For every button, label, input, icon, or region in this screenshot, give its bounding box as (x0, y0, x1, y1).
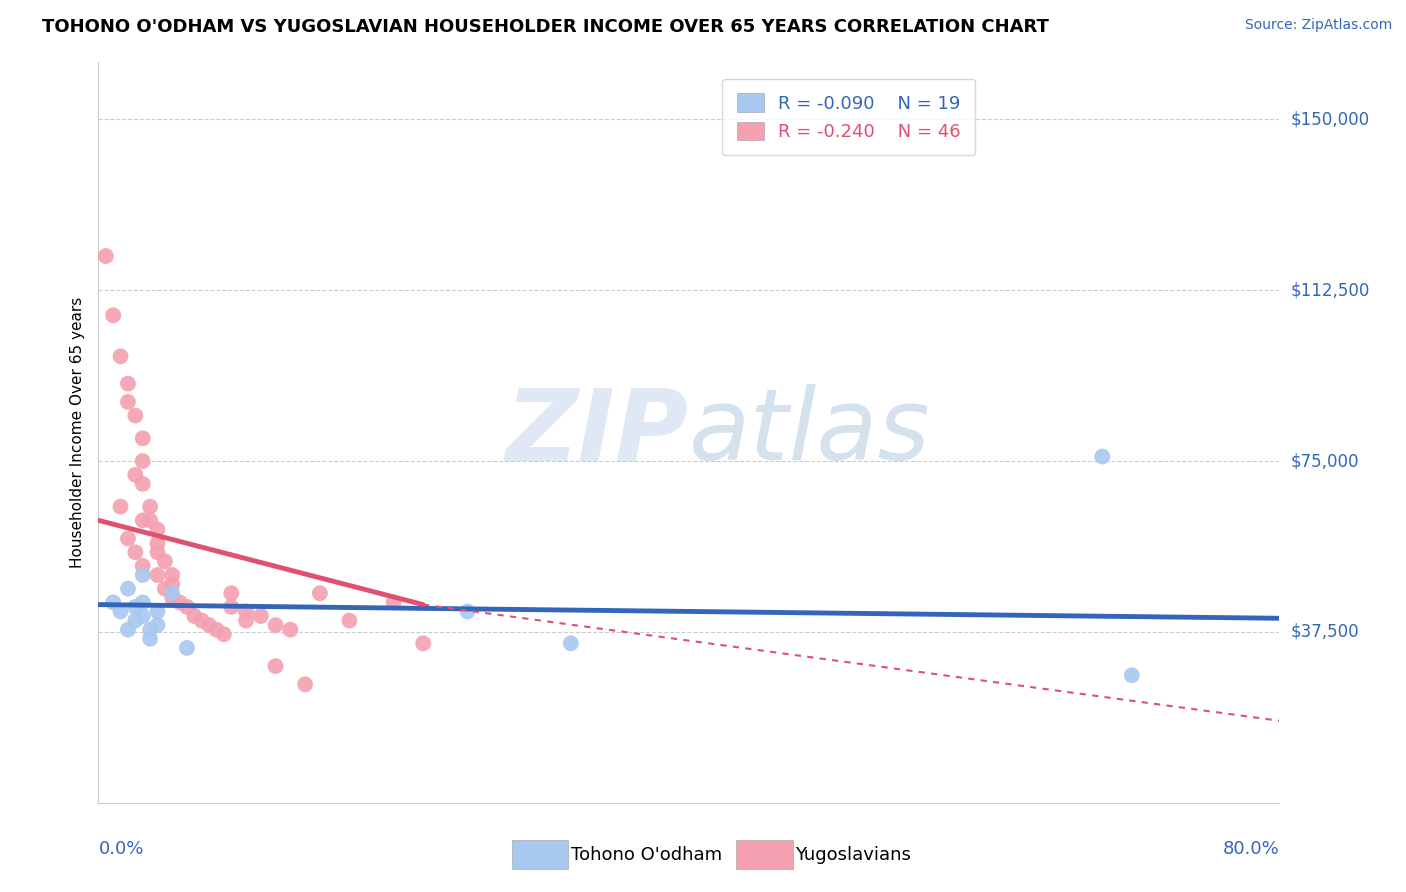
Point (264, 659, 287, 673)
Point (169, 595, 191, 609)
Point (132, 476, 155, 491)
Legend: R = -0.090    N = 19, R = -0.240    N = 46: R = -0.090 N = 19, R = -0.240 N = 46 (723, 78, 976, 155)
Point (117, 395, 139, 409)
Point (139, 632, 162, 646)
Point (146, 545, 169, 559)
Point (110, 500, 132, 514)
Point (132, 595, 155, 609)
Point (176, 640, 198, 655)
Point (146, 604, 169, 618)
Point (146, 536, 169, 550)
Point (198, 618, 221, 632)
Point (162, 568, 183, 582)
Point (146, 523, 169, 537)
Point (124, 409, 146, 423)
Point (221, 586, 243, 600)
Point (117, 623, 139, 637)
Text: Tohono O'odham: Tohono O'odham (571, 846, 721, 863)
Point (124, 599, 146, 614)
Point (146, 568, 169, 582)
Text: Source: ZipAtlas.com: Source: ZipAtlas.com (1244, 18, 1392, 32)
Text: Yugoslavians: Yugoslavians (796, 846, 911, 863)
Point (191, 614, 214, 628)
Point (132, 431, 155, 445)
Text: 0.0%: 0.0% (98, 840, 143, 858)
Point (162, 591, 183, 605)
Point (117, 582, 139, 596)
Text: $150,000: $150,000 (1291, 111, 1369, 128)
FancyBboxPatch shape (737, 840, 793, 870)
Point (382, 595, 405, 609)
Point (110, 349, 132, 363)
Text: $37,500: $37,500 (1291, 623, 1360, 641)
Point (117, 376, 139, 391)
Text: atlas: atlas (689, 384, 931, 481)
FancyBboxPatch shape (512, 840, 568, 870)
Point (176, 599, 198, 614)
Point (339, 614, 361, 628)
Point (250, 609, 273, 624)
Point (139, 513, 162, 527)
Point (212, 627, 235, 641)
Text: 80.0%: 80.0% (1223, 840, 1279, 858)
Point (280, 623, 302, 637)
Point (412, 636, 434, 650)
Point (124, 545, 146, 559)
Point (183, 609, 205, 624)
Point (117, 532, 139, 546)
Point (162, 577, 183, 591)
Point (103, 308, 125, 322)
Point (162, 586, 183, 600)
Point (110, 604, 132, 618)
Point (235, 604, 257, 618)
Point (139, 500, 162, 514)
Point (221, 599, 243, 614)
Point (124, 614, 146, 628)
Point (103, 595, 125, 609)
Text: TOHONO O'ODHAM VS YUGOSLAVIAN HOUSEHOLDER INCOME OVER 65 YEARS CORRELATION CHART: TOHONO O'ODHAM VS YUGOSLAVIAN HOUSEHOLDE… (42, 18, 1049, 36)
Point (294, 677, 316, 691)
Point (309, 586, 332, 600)
Point (132, 454, 155, 468)
Point (1121, 668, 1143, 682)
Text: $75,000: $75,000 (1291, 452, 1360, 470)
Point (235, 614, 257, 628)
Point (146, 618, 169, 632)
Point (153, 582, 176, 596)
Point (205, 623, 228, 637)
Point (139, 623, 162, 637)
Point (153, 554, 176, 568)
Text: ZIP: ZIP (506, 384, 689, 481)
Point (264, 618, 287, 632)
Y-axis label: Householder Income Over 65 years: Householder Income Over 65 years (69, 297, 84, 568)
Point (1091, 450, 1114, 464)
Point (132, 558, 155, 573)
Point (457, 604, 479, 618)
Point (132, 568, 155, 582)
Point (94, 249, 117, 263)
Point (132, 609, 155, 624)
Point (124, 467, 146, 482)
Point (132, 513, 155, 527)
Text: $112,500: $112,500 (1291, 281, 1369, 299)
Point (560, 636, 582, 650)
